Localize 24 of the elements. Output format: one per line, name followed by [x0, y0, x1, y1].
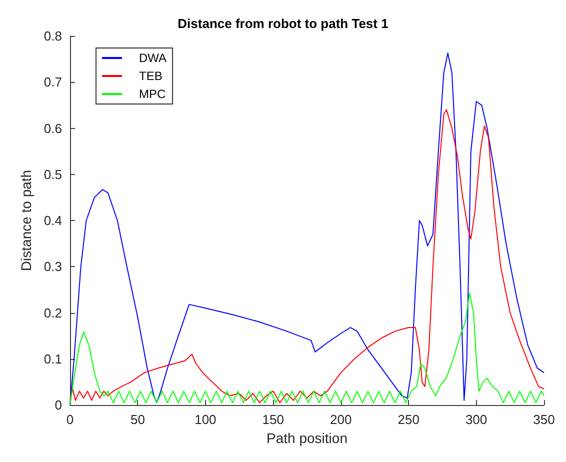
x-tick-label: 300: [465, 412, 488, 427]
x-tick-label: 150: [262, 412, 284, 427]
y-axis-title: Distance to path: [18, 170, 34, 272]
y-tick-label: 0.8: [44, 28, 62, 44]
y-tick-label: 0.5: [44, 166, 62, 182]
y-tick-label: 0.1: [44, 351, 62, 366]
line-series: [70, 109, 544, 404]
y-tick-label: 0.6: [44, 120, 62, 136]
x-tick-label: 200: [330, 412, 352, 427]
x-tick-label: 0: [66, 412, 74, 427]
x-tick-label: 350: [533, 412, 555, 427]
x-axis-title: Path position: [266, 430, 348, 446]
y-tick-label: 0.4: [44, 213, 62, 228]
y-tick-label: 0.2: [44, 305, 62, 320]
legend-label: DWA: [139, 51, 167, 65]
y-tick-label: 0.3: [44, 259, 62, 274]
x-tick-label: 50: [130, 412, 145, 427]
x-tick-label: 100: [194, 412, 216, 427]
legend-label: MPC: [139, 87, 166, 101]
y-tick-label: 0: [54, 398, 62, 412]
chart-title: Distance from robot to path Test 1: [178, 16, 388, 31]
y-tick-label: 0.7: [44, 74, 62, 90]
legend-label: TEB: [139, 69, 162, 83]
x-tick-label: 250: [398, 412, 420, 427]
